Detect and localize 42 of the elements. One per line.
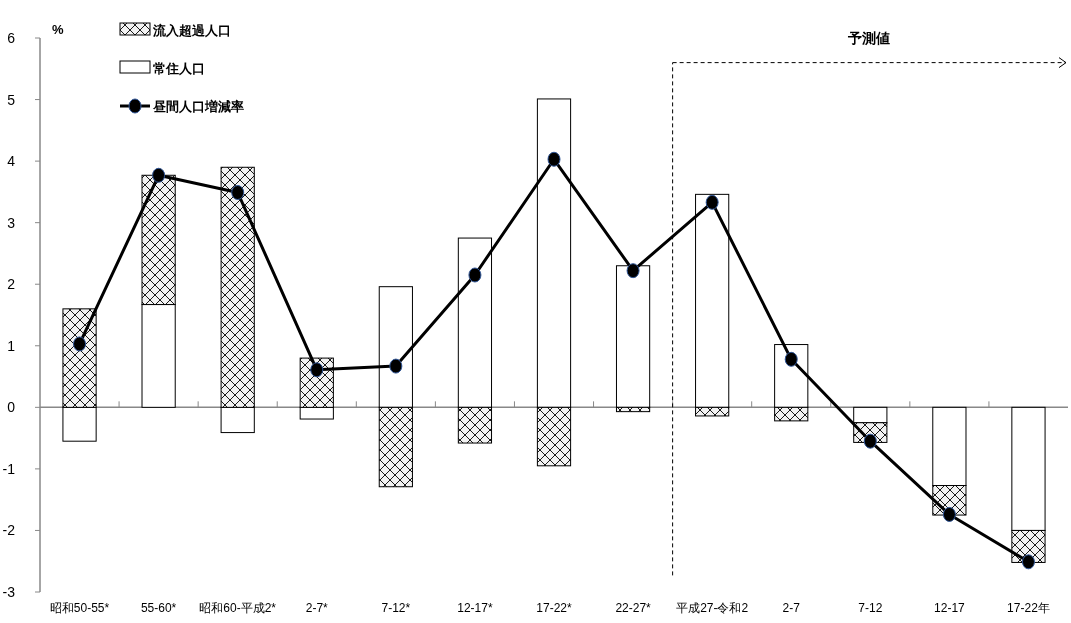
point — [73, 336, 87, 352]
x-tick-label: 55-60* — [140, 601, 177, 615]
legend-label: 流入超過人口 — [152, 23, 231, 38]
x-tick-label: 昭和60-平成2* — [199, 601, 277, 615]
x-tick-label: 12-17 — [934, 601, 966, 615]
legend-label: 常住人口 — [153, 61, 205, 76]
point — [231, 185, 245, 200]
y-tick-label: 2 — [7, 276, 16, 293]
point — [1021, 554, 1035, 570]
ref-line-label: 予測値 — [847, 29, 891, 46]
x-tick-label: 17-22* — [536, 601, 572, 615]
y-tick-label: -3 — [2, 584, 16, 600]
x-tick-label: 7-12 — [858, 601, 883, 615]
x-tick-label: 昭和50-55* — [49, 601, 110, 615]
y-tick-label: 1 — [7, 337, 16, 354]
y-tick-label: -1 — [2, 460, 16, 477]
bar — [615, 265, 651, 408]
x-tick-label: 平成27-令和2 — [676, 601, 749, 615]
y-tick-label: 3 — [7, 214, 16, 231]
x-tick-label: 7-12* — [381, 601, 411, 615]
point — [547, 151, 561, 167]
y-tick-label: -2 — [2, 522, 16, 539]
y-tick-label: 0 — [7, 399, 16, 416]
x-tick-label: 2-7 — [782, 601, 801, 615]
y-tick-label: 4 — [7, 153, 16, 170]
y-tick-label: 5 — [7, 91, 16, 108]
x-tick-label: 2-7* — [305, 601, 329, 615]
point — [310, 362, 324, 378]
legend-label: 昼間人口増減率 — [152, 99, 244, 114]
point — [626, 263, 640, 279]
point — [468, 267, 482, 283]
y-axis-title: % — [52, 22, 64, 37]
x-tick-label: 17-22年 — [1007, 601, 1050, 615]
point — [784, 351, 798, 367]
x-tick-label: 22-27* — [615, 601, 652, 615]
point — [152, 167, 166, 183]
point — [863, 433, 877, 449]
y-tick-label: 6 — [7, 30, 16, 46]
point — [705, 194, 719, 210]
x-tick-label: 12-17* — [457, 601, 493, 615]
point — [942, 506, 956, 522]
point — [389, 358, 403, 374]
